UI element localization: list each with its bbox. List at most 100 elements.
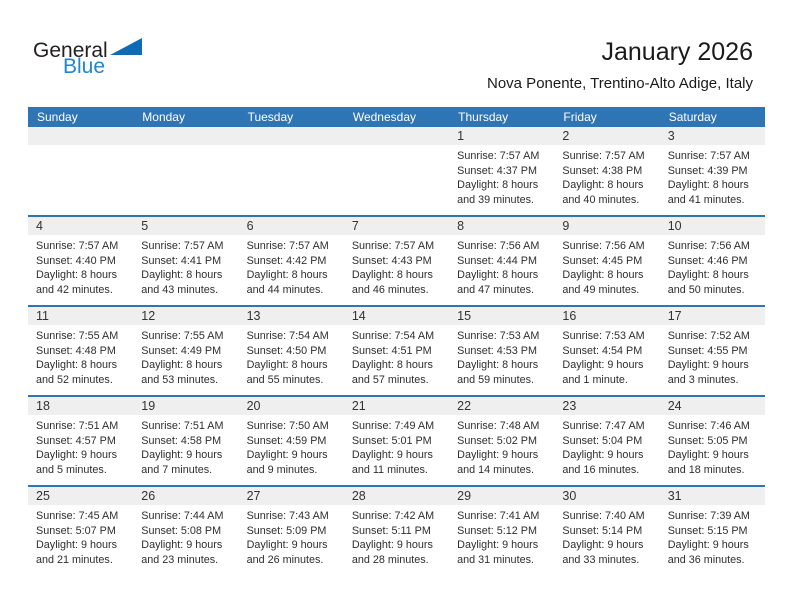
sunrise-text: Sunrise: 7:48 AM — [457, 420, 540, 432]
day-number: 19 — [133, 397, 239, 415]
day-number: 21 — [343, 397, 450, 415]
weekday-label-wednesday: Wednesday — [352, 110, 416, 124]
daylight-text: Daylight: 9 hours — [36, 449, 118, 462]
day-cell-27: 27 Sunrise: 7:43 AM Sunset: 5:09 PM Dayligh… — [238, 487, 344, 575]
daylight-text-cont: and 59 minutes. — [457, 373, 534, 386]
day-number: 20 — [238, 397, 344, 415]
sunrise-text: Sunrise: 7:50 AM — [246, 420, 329, 432]
day-details: Sunrise: 7:57 AM Sunset: 4:41 PM Daylight:… — [133, 235, 238, 297]
sunrise-text: Sunrise: 7:54 AM — [246, 330, 329, 342]
day-number: 28 — [343, 487, 450, 505]
day-details — [133, 145, 238, 149]
daylight-text: Daylight: 8 hours — [36, 359, 118, 372]
sunset-text: Sunset: 4:49 PM — [141, 344, 222, 357]
day-details — [239, 145, 344, 149]
week-row: 1 Sunrise: 7:57 AM Sunset: 4:37 PM Daylight… — [28, 127, 765, 215]
day-number: 3 — [659, 127, 765, 145]
sunset-text: Sunset: 4:55 PM — [667, 344, 748, 357]
daylight-text-cont: and 31 minutes. — [457, 553, 534, 566]
daylight-text: Daylight: 9 hours — [667, 449, 749, 462]
day-cell-empty — [238, 127, 344, 215]
day-cell-3: 3 Sunrise: 7:57 AM Sunset: 4:39 PM Daylight… — [659, 127, 765, 215]
sunset-text: Sunset: 5:11 PM — [351, 524, 431, 537]
day-details: Sunrise: 7:46 AM Sunset: 5:05 PM Daylight:… — [660, 415, 765, 477]
daylight-text-cont: and 14 minutes. — [457, 463, 534, 476]
day-number — [343, 127, 450, 145]
day-number: 27 — [238, 487, 344, 505]
day-number: 13 — [238, 307, 344, 325]
daylight-text-cont: and 9 minutes. — [246, 463, 318, 476]
daylight-text-cont: and 36 minutes. — [667, 553, 745, 566]
daylight-text: Daylight: 8 hours — [246, 359, 328, 372]
daylight-text-cont: and 16 minutes. — [562, 463, 640, 476]
day-number: 29 — [449, 487, 555, 505]
day-number: 25 — [28, 487, 134, 505]
sunset-text: Sunset: 4:40 PM — [36, 254, 116, 267]
sunrise-text: Sunrise: 7:51 AM — [141, 420, 224, 432]
sunset-text: Sunset: 5:02 PM — [457, 434, 537, 447]
sunrise-text: Sunrise: 7:40 AM — [562, 510, 645, 522]
day-cell-25: 25 Sunrise: 7:45 AM Sunset: 5:07 PM Dayligh… — [28, 487, 134, 575]
sunrise-text: Sunrise: 7:56 AM — [457, 240, 540, 252]
day-number: 8 — [449, 217, 555, 235]
sunrise-text: Sunrise: 7:53 AM — [562, 330, 645, 342]
day-cell-17: 17 Sunrise: 7:52 AM Sunset: 4:55 PM Dayligh… — [659, 307, 765, 395]
daylight-text: Daylight: 8 hours — [562, 179, 644, 192]
daylight-text-cont: and 41 minutes. — [667, 193, 745, 206]
day-number: 31 — [659, 487, 765, 505]
sunset-text: Sunset: 4:57 PM — [36, 434, 116, 447]
daylight-text: Daylight: 8 hours — [457, 179, 539, 192]
sunset-text: Sunset: 4:51 PM — [351, 344, 432, 357]
day-details: Sunrise: 7:53 AM Sunset: 4:54 PM Daylight:… — [554, 325, 659, 387]
weekday-header-row: Sunday Monday Tuesday Wednesday Thursday Frid… — [28, 107, 765, 127]
day-number: 17 — [659, 307, 765, 325]
day-details: Sunrise: 7:54 AM Sunset: 4:51 PM Daylight:… — [344, 325, 449, 387]
daylight-text-cont: and 49 minutes. — [562, 283, 640, 296]
day-cell-23: 23 Sunrise: 7:47 AM Sunset: 5:04 PM Dayligh… — [554, 397, 660, 485]
day-cell-21: 21 Sunrise: 7:49 AM Sunset: 5:01 PM Dayligh… — [343, 397, 450, 485]
sunset-text: Sunset: 5:08 PM — [141, 524, 222, 537]
daylight-text: Daylight: 8 hours — [36, 269, 118, 282]
day-details — [344, 145, 449, 149]
day-details: Sunrise: 7:49 AM Sunset: 5:01 PM Daylight:… — [344, 415, 449, 477]
daylight-text-cont: and 46 minutes. — [351, 283, 429, 296]
sunrise-text: Sunrise: 7:57 AM — [246, 240, 329, 252]
day-cell-29: 29 Sunrise: 7:41 AM Sunset: 5:12 PM Dayligh… — [449, 487, 555, 575]
day-details: Sunrise: 7:57 AM Sunset: 4:43 PM Daylight:… — [344, 235, 449, 297]
sunrise-text: Sunrise: 7:55 AM — [141, 330, 224, 342]
sunset-text: Sunset: 4:45 PM — [562, 254, 643, 267]
day-number: 26 — [133, 487, 239, 505]
sunset-text: Sunset: 4:59 PM — [246, 434, 327, 447]
daylight-text: Daylight: 9 hours — [667, 539, 749, 552]
sunset-text: Sunset: 5:05 PM — [667, 434, 748, 447]
day-details: Sunrise: 7:47 AM Sunset: 5:04 PM Daylight:… — [554, 415, 659, 477]
day-cell-5: 5 Sunrise: 7:57 AM Sunset: 4:41 PM Daylight… — [133, 217, 239, 305]
sunrise-text: Sunrise: 7:42 AM — [351, 510, 435, 522]
sunrise-text: Sunrise: 7:57 AM — [667, 150, 750, 162]
sunrise-text: Sunrise: 7:41 AM — [457, 510, 540, 522]
daylight-text-cont: and 26 minutes. — [246, 553, 324, 566]
week-row: 25 Sunrise: 7:45 AM Sunset: 5:07 PM Dayligh… — [28, 485, 765, 575]
day-cell-7: 7 Sunrise: 7:57 AM Sunset: 4:43 PM Daylight… — [343, 217, 450, 305]
daylight-text-cont: and 3 minutes. — [667, 373, 739, 386]
sunrise-text: Sunrise: 7:45 AM — [36, 510, 119, 522]
day-cell-20: 20 Sunrise: 7:50 AM Sunset: 4:59 PM Dayligh… — [238, 397, 344, 485]
week-row: 18 Sunrise: 7:51 AM Sunset: 4:57 PM Dayligh… — [28, 395, 765, 485]
sunset-text: Sunset: 5:09 PM — [246, 524, 327, 537]
sunrise-text: Sunrise: 7:57 AM — [457, 150, 540, 162]
daylight-text-cont: and 5 minutes. — [36, 463, 107, 476]
calendar-header: January 2026 Nova Ponente, Trentino-Alto… — [487, 38, 753, 92]
page-title: January 2026 — [601, 38, 753, 66]
day-number: 30 — [554, 487, 660, 505]
daylight-text: Daylight: 9 hours — [246, 449, 328, 462]
daylight-text-cont: and 7 minutes. — [141, 463, 213, 476]
day-details: Sunrise: 7:39 AM Sunset: 5:15 PM Daylight:… — [660, 505, 765, 567]
sunset-text: Sunset: 5:04 PM — [562, 434, 643, 447]
day-cell-19: 19 Sunrise: 7:51 AM Sunset: 4:58 PM Dayligh… — [133, 397, 239, 485]
day-cell-22: 22 Sunrise: 7:48 AM Sunset: 5:02 PM Dayligh… — [449, 397, 555, 485]
sunset-text: Sunset: 4:41 PM — [141, 254, 222, 267]
sunrise-text: Sunrise: 7:49 AM — [351, 420, 435, 432]
day-details: Sunrise: 7:42 AM Sunset: 5:11 PM Daylight:… — [344, 505, 449, 567]
day-cell-2: 2 Sunrise: 7:57 AM Sunset: 4:38 PM Daylight… — [554, 127, 660, 215]
day-number: 23 — [554, 397, 660, 415]
